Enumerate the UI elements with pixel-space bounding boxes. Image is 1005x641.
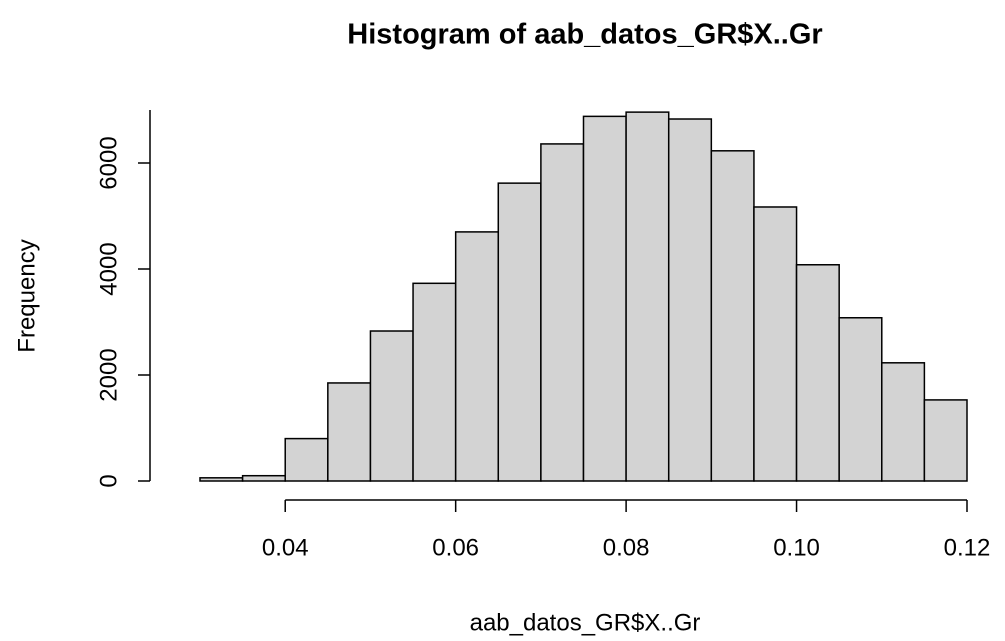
x-axis-label: aab_datos_GR$X..Gr bbox=[470, 609, 701, 636]
bar bbox=[284, 437, 329, 482]
bar bbox=[710, 150, 755, 482]
bar bbox=[540, 143, 585, 482]
x-tick-label: 0.08 bbox=[603, 534, 650, 561]
x-tick-label: 0.06 bbox=[432, 534, 479, 561]
y-tick-label: 0 bbox=[95, 474, 122, 487]
bar bbox=[753, 206, 798, 482]
bar bbox=[582, 115, 627, 482]
bar bbox=[412, 282, 457, 482]
bar bbox=[327, 382, 372, 482]
bar bbox=[838, 317, 883, 482]
bar bbox=[795, 264, 840, 482]
x-tick-label: 0.10 bbox=[773, 534, 820, 561]
y-tick-label: 6000 bbox=[95, 136, 122, 189]
chart-title: Histogram of aab_datos_GR$X..Gr bbox=[347, 19, 822, 51]
bar bbox=[497, 182, 542, 482]
x-tick-label: 0.04 bbox=[262, 534, 309, 561]
bar bbox=[241, 474, 286, 482]
bar bbox=[369, 330, 414, 482]
bar bbox=[667, 118, 713, 482]
bar bbox=[454, 231, 500, 482]
bar bbox=[881, 362, 926, 482]
y-tick-label: 4000 bbox=[95, 242, 122, 295]
y-tick-label: 2000 bbox=[95, 348, 122, 401]
bar bbox=[923, 399, 968, 482]
bar bbox=[199, 477, 244, 482]
y-axis-label: Frequency bbox=[13, 239, 40, 352]
x-tick-label: 0.12 bbox=[944, 534, 991, 561]
bar bbox=[625, 111, 670, 482]
